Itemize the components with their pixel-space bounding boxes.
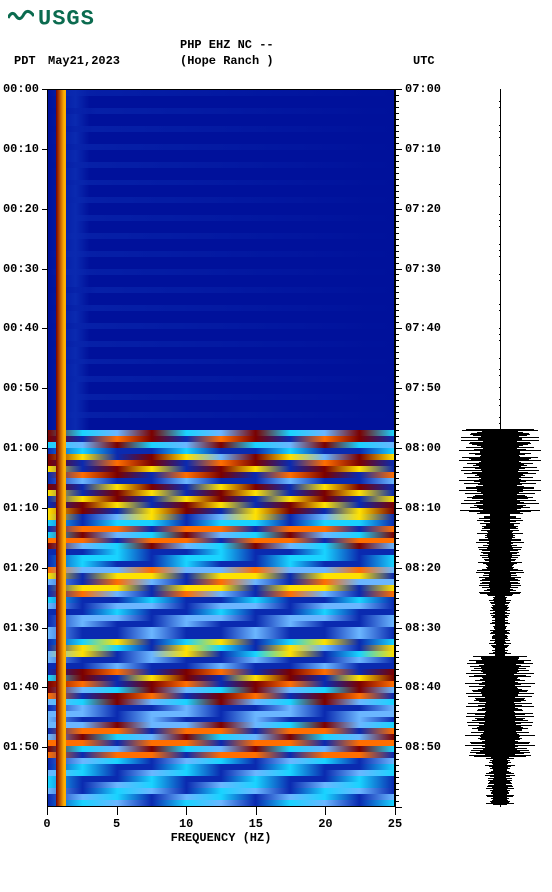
right-time-label: 08:40 [405, 680, 441, 694]
x-axis-label: FREQUENCY (HZ) [47, 831, 395, 845]
right-time-label: 07:20 [405, 202, 441, 216]
tz-right-label: UTC [413, 54, 435, 68]
x-tick-label: 0 [43, 817, 50, 831]
logo-text: USGS [38, 6, 95, 31]
left-time-label: 00:10 [3, 142, 39, 156]
date-label: May21,2023 [48, 54, 120, 68]
left-time-label: 01:50 [3, 740, 39, 754]
channel-label: PHP EHZ NC -- [180, 38, 274, 52]
left-time-label: 00:50 [3, 381, 39, 395]
left-time-label: 01:20 [3, 561, 39, 575]
active-row [48, 800, 394, 806]
x-tick-label: 10 [179, 817, 193, 831]
x-tick-label: 5 [113, 817, 120, 831]
left-time-label: 01:40 [3, 680, 39, 694]
right-time-label: 07:40 [405, 321, 441, 335]
left-time-label: 01:30 [3, 621, 39, 635]
left-time-label: 01:10 [3, 501, 39, 515]
x-tick-label: 15 [249, 817, 263, 831]
left-time-label: 00:40 [3, 321, 39, 335]
right-time-label: 08:30 [405, 621, 441, 635]
left-time-axis: 00:0000:1000:2000:3000:4000:5001:0001:10… [0, 89, 47, 807]
right-time-axis: 07:0007:1007:2007:3007:4007:5008:0008:10… [395, 89, 455, 807]
x-tick-label: 20 [318, 817, 332, 831]
spectrogram-plot [47, 89, 395, 807]
right-time-label: 07:10 [405, 142, 441, 156]
x-tick-label: 25 [388, 817, 402, 831]
right-time-label: 08:10 [405, 501, 441, 515]
usgs-logo: USGS [8, 6, 95, 31]
right-time-label: 07:30 [405, 262, 441, 276]
seismogram-trace [455, 89, 545, 807]
left-time-label: 00:20 [3, 202, 39, 216]
left-time-label: 00:00 [3, 82, 39, 96]
right-time-label: 08:20 [405, 561, 441, 575]
low-freq-edge [56, 90, 66, 806]
right-time-label: 08:50 [405, 740, 441, 754]
left-time-label: 00:30 [3, 262, 39, 276]
x-axis: FREQUENCY (HZ) 0510152025 [47, 807, 395, 847]
right-time-label: 07:00 [405, 82, 441, 96]
right-time-label: 07:50 [405, 381, 441, 395]
left-time-label: 01:00 [3, 441, 39, 455]
right-time-label: 08:00 [405, 441, 441, 455]
station-label: (Hope Ranch ) [180, 54, 274, 68]
tz-left-label: PDT [14, 54, 36, 68]
